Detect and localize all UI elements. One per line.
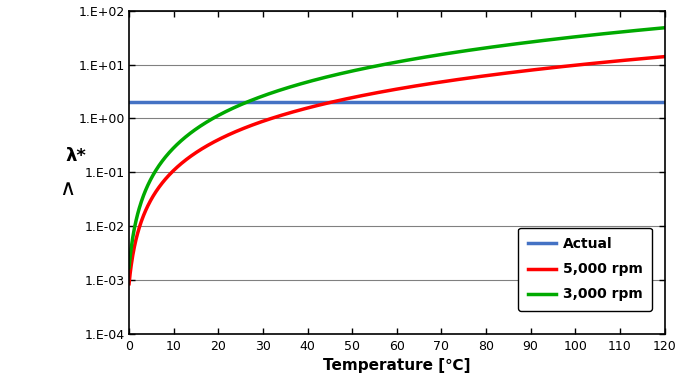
- Line: 5,000 rpm: 5,000 rpm: [129, 56, 664, 284]
- Text: λ*: λ*: [65, 147, 86, 165]
- Actual: [130, 100, 138, 105]
- 5,000 rpm: [342, 97, 350, 101]
- 5,000 rpm: [543, 66, 551, 70]
- 5,000 rpm: [361, 93, 369, 97]
- Actual: [125, 100, 133, 105]
- 3,000 rpm: [660, 25, 668, 30]
- 5,000 rpm: [552, 65, 561, 69]
- 3,000 rpm: [125, 265, 133, 270]
- 5,000 rpm: [125, 282, 133, 286]
- 3,000 rpm: [543, 38, 551, 42]
- 3,000 rpm: [179, 136, 188, 141]
- 3,000 rpm: [492, 44, 501, 49]
- Text: ∧: ∧: [59, 179, 76, 199]
- 3,000 rpm: [361, 66, 369, 70]
- 3,000 rpm: [552, 37, 561, 41]
- 5,000 rpm: [179, 159, 188, 164]
- 5,000 rpm: [660, 54, 668, 59]
- Legend: Actual, 5,000 rpm, 3,000 rpm: Actual, 5,000 rpm, 3,000 rpm: [518, 227, 652, 311]
- 5,000 rpm: [492, 72, 501, 77]
- X-axis label: Temperature [℃]: Temperature [℃]: [323, 359, 471, 373]
- 3,000 rpm: [342, 70, 350, 75]
- Line: 3,000 rpm: 3,000 rpm: [129, 28, 664, 268]
